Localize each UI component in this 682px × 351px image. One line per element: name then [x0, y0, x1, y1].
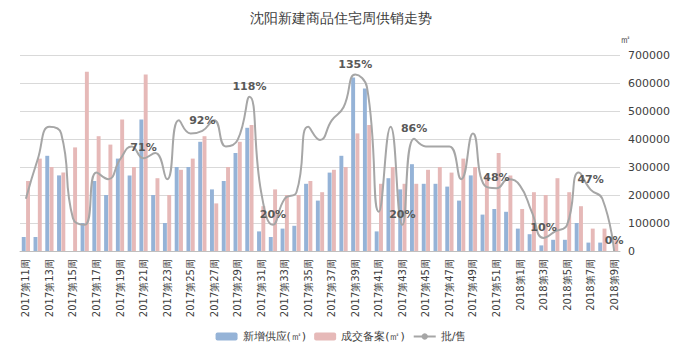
- svg-text:2017第17周: 2017第17周: [91, 259, 102, 317]
- svg-text:2017第15周: 2017第15周: [67, 259, 78, 317]
- svg-text:2017第31周: 2017第31周: [256, 259, 267, 317]
- svg-text:2017第25周: 2017第25周: [185, 259, 196, 317]
- svg-text:2018第3周: 2018第3周: [538, 259, 549, 311]
- svg-text:2017第49周: 2017第49周: [467, 259, 478, 317]
- svg-text:100000: 100000: [628, 217, 670, 230]
- svg-text:2017第41周: 2017第41周: [373, 259, 384, 317]
- svg-text:300000: 300000: [628, 161, 670, 174]
- svg-text:500000: 500000: [628, 105, 670, 118]
- svg-text:20%: 20%: [260, 208, 286, 221]
- svg-text:2018第5周: 2018第5周: [562, 259, 573, 311]
- svg-text:2017第11周: 2017第11周: [20, 259, 31, 317]
- svg-text:200000: 200000: [628, 189, 670, 202]
- svg-text:批/售: 批/售: [441, 330, 467, 343]
- svg-text:沈阳新建商品住宅周供销走势: 沈阳新建商品住宅周供销走势: [250, 10, 432, 26]
- svg-text:600000: 600000: [628, 77, 670, 90]
- svg-text:0: 0: [628, 245, 635, 258]
- svg-text:2017第39周: 2017第39周: [350, 259, 361, 317]
- svg-text:10%: 10%: [530, 221, 556, 234]
- svg-text:20%: 20%: [389, 208, 415, 221]
- svg-text:0%: 0%: [605, 234, 624, 247]
- svg-text:86%: 86%: [401, 122, 427, 135]
- svg-text:2018第1周: 2018第1周: [515, 259, 526, 311]
- svg-text:2017第47周: 2017第47周: [444, 259, 455, 317]
- svg-text:新增供应(㎡): 新增供应(㎡): [243, 330, 307, 343]
- svg-text:2018第9周: 2018第9周: [609, 259, 620, 311]
- svg-text:92%: 92%: [189, 114, 215, 127]
- svg-text:2017第45周: 2017第45周: [420, 259, 431, 317]
- svg-text:2017第23周: 2017第23周: [162, 259, 173, 317]
- svg-text:2017第35周: 2017第35周: [303, 259, 314, 317]
- svg-text:2018第7周: 2018第7周: [585, 259, 596, 311]
- svg-text:㎡: ㎡: [620, 33, 631, 46]
- svg-text:71%: 71%: [130, 141, 156, 154]
- svg-text:47%: 47%: [577, 173, 603, 186]
- svg-text:2017第33周: 2017第33周: [279, 259, 290, 317]
- svg-text:2017第51周: 2017第51周: [491, 259, 502, 317]
- svg-text:2017第27周: 2017第27周: [209, 259, 220, 317]
- svg-text:135%: 135%: [338, 58, 372, 71]
- svg-text:2017第43周: 2017第43周: [397, 259, 408, 317]
- svg-text:2017第37周: 2017第37周: [326, 259, 337, 317]
- svg-text:2017第29周: 2017第29周: [232, 259, 243, 317]
- svg-text:成交备案(㎡): 成交备案(㎡): [341, 330, 405, 343]
- svg-text:2017第19周: 2017第19周: [115, 259, 126, 317]
- svg-text:2017第21周: 2017第21周: [138, 259, 149, 317]
- svg-text:118%: 118%: [232, 80, 266, 93]
- svg-text:48%: 48%: [483, 171, 509, 184]
- svg-text:700000: 700000: [628, 49, 670, 62]
- svg-text:400000: 400000: [628, 133, 670, 146]
- svg-text:2017第13周: 2017第13周: [44, 259, 55, 317]
